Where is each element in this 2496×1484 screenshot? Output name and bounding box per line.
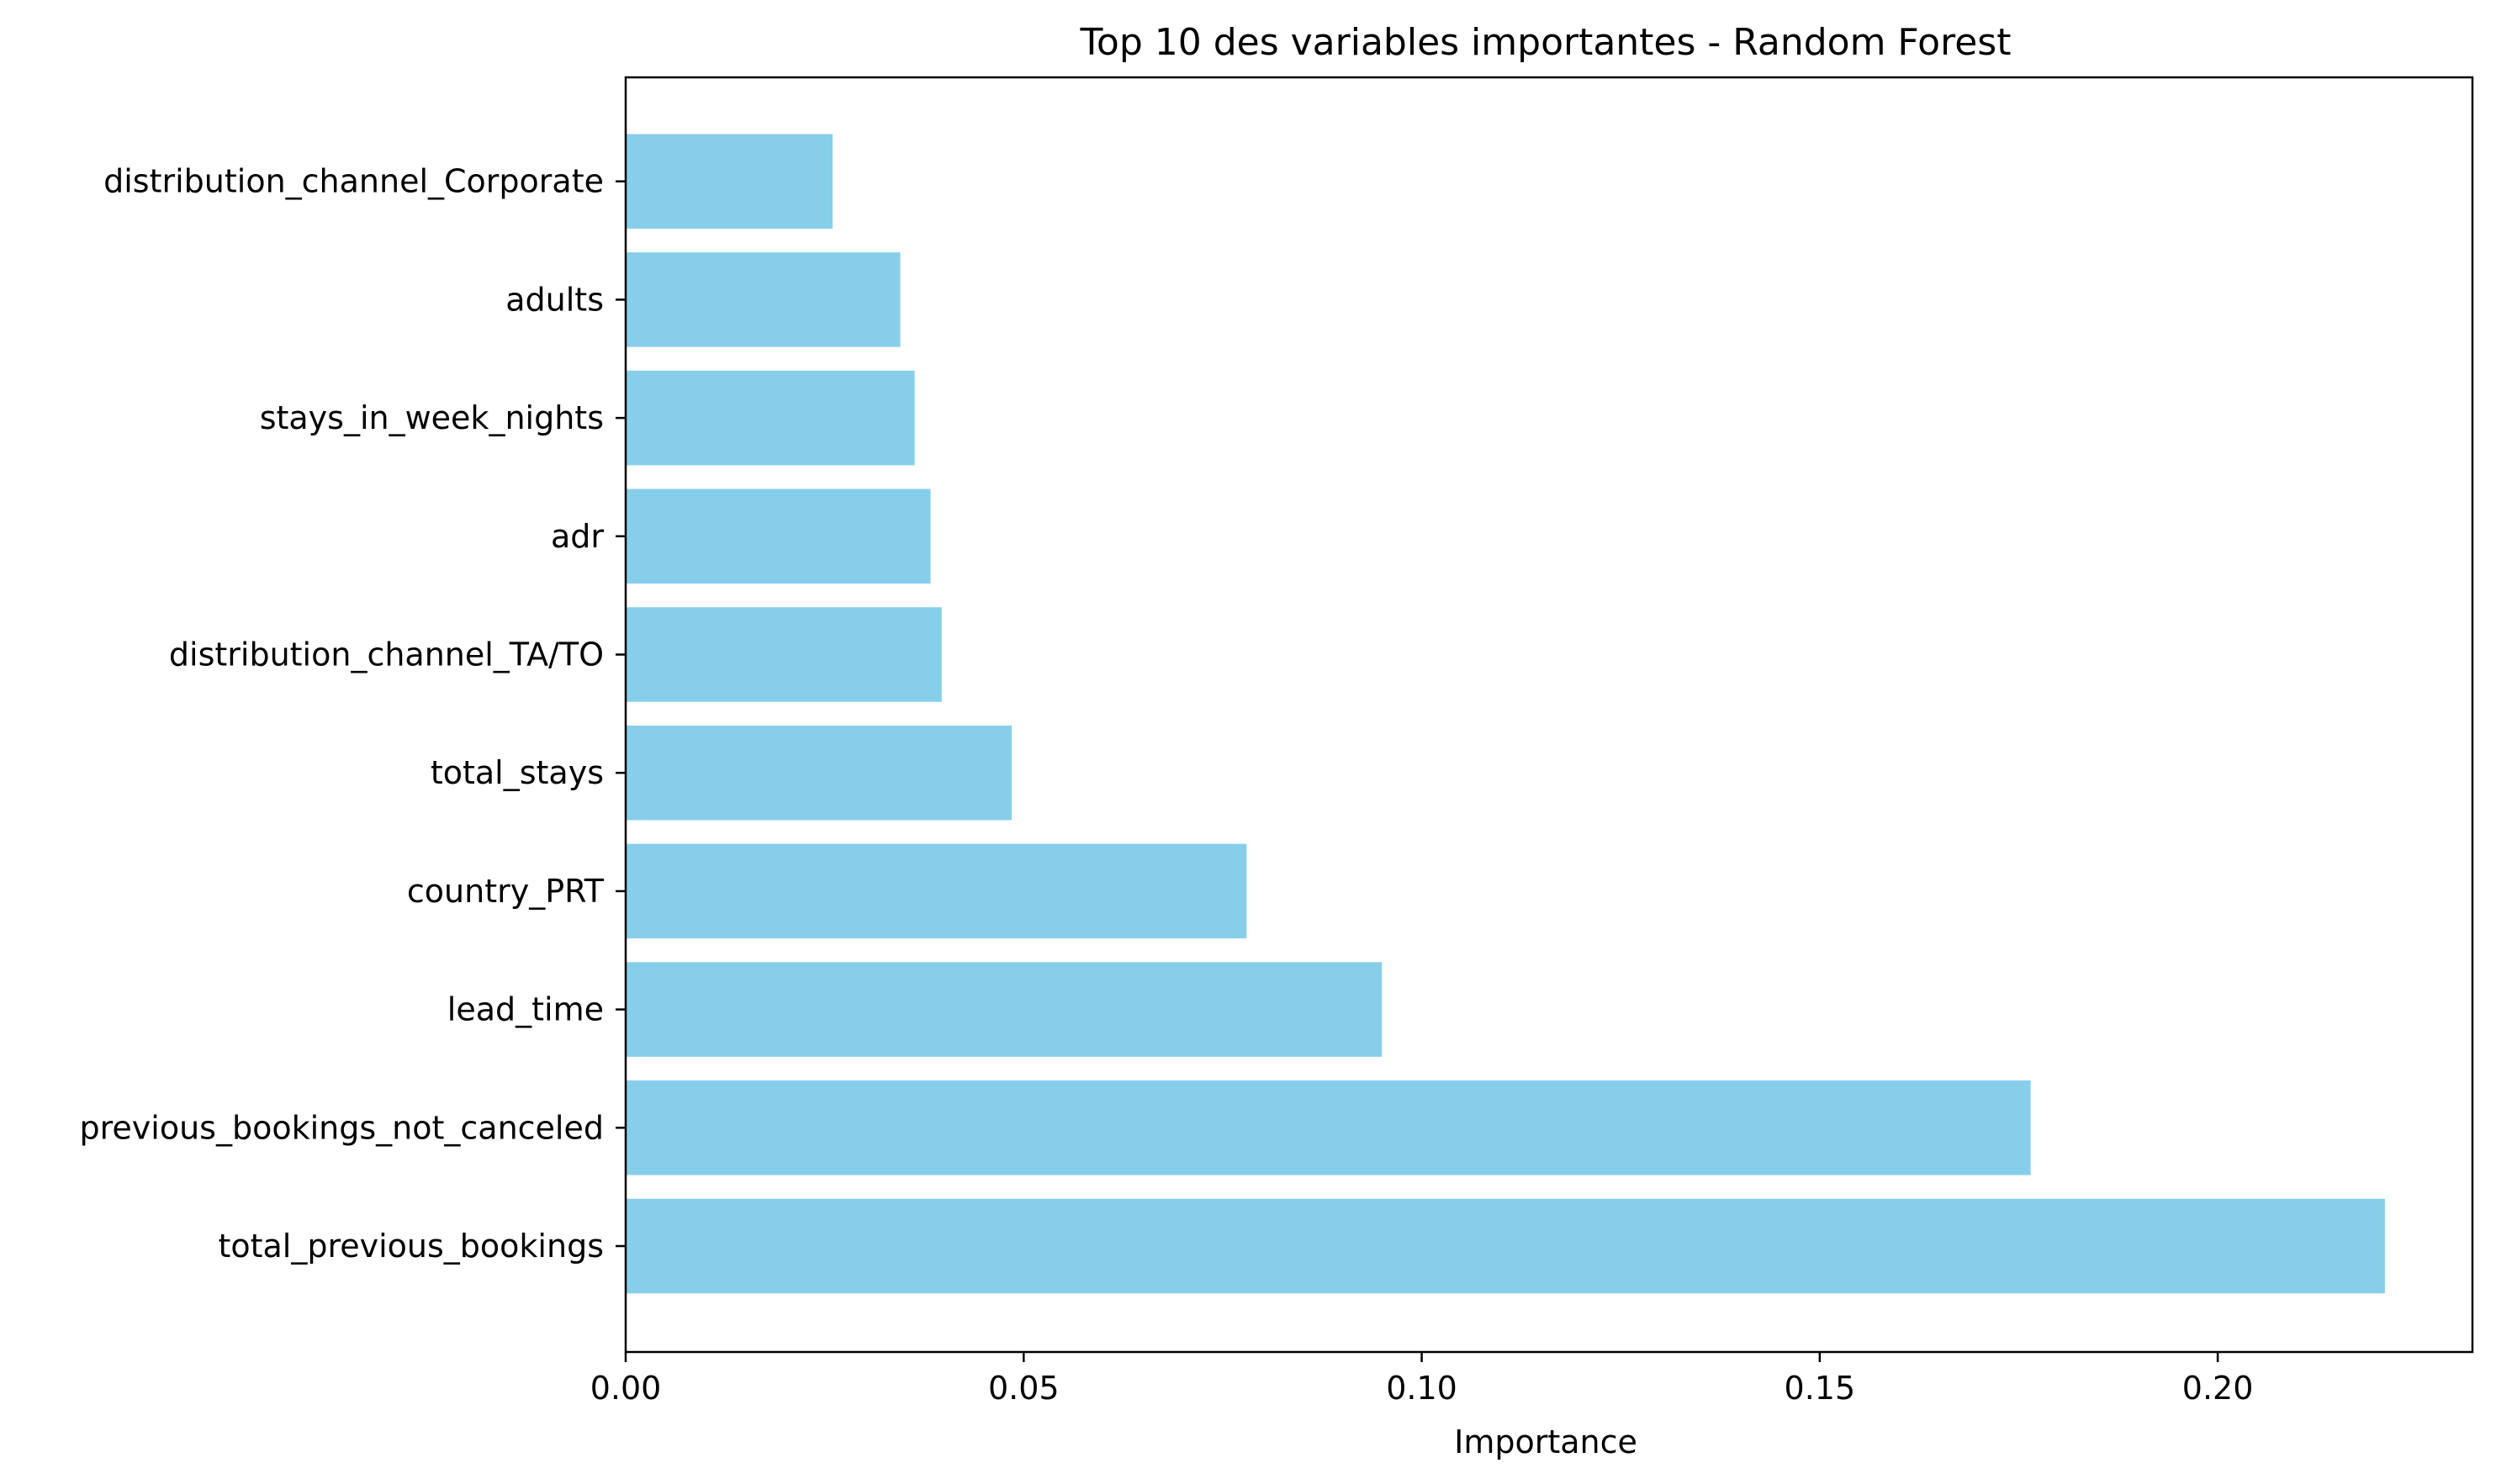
y-tick-label: adr	[551, 518, 604, 555]
y-tick-label: total_stays	[431, 754, 604, 791]
y-tick-label: distribution_channel_TA/TO	[169, 636, 604, 673]
x-tick-label: 0.20	[2182, 1370, 2254, 1407]
y-tick-label: lead_time	[447, 991, 604, 1028]
bar	[626, 725, 1013, 821]
x-tick-label: 0.15	[1785, 1370, 1856, 1407]
y-tick-label: previous_bookings_not_canceled	[80, 1109, 604, 1146]
y-tick-label: total_previous_bookings	[218, 1228, 604, 1265]
x-tick-label: 0.10	[1386, 1370, 1457, 1407]
chart-title: Top 10 des variables importantes - Rando…	[1080, 21, 2012, 64]
bar	[626, 489, 931, 584]
bar	[626, 843, 1247, 939]
bars-group	[626, 134, 2385, 1294]
bar	[626, 252, 901, 347]
bar	[626, 1080, 2031, 1175]
y-axis-ticks: total_previous_bookings previous_bookings…	[80, 163, 626, 1265]
bar	[626, 962, 1383, 1057]
x-axis-ticks: 0.00 0.05 0.10 0.15 0.20	[590, 1352, 2254, 1407]
plot-frame	[624, 76, 2474, 1354]
bar	[626, 607, 942, 702]
y-tick-label: distribution_channel_Corporate	[103, 163, 604, 200]
y-tick-label: adults	[505, 281, 604, 318]
bar	[626, 370, 915, 466]
x-tick-label: 0.00	[590, 1370, 662, 1407]
plot-area: total_previous_bookings previous_bookings…	[80, 76, 2474, 1407]
x-axis-label: Importance	[1454, 1423, 1637, 1460]
bar	[626, 1198, 2385, 1294]
bar	[626, 134, 833, 229]
x-tick-label: 0.05	[988, 1370, 1060, 1407]
y-tick-label: stays_in_week_nights	[260, 399, 604, 436]
y-tick-label: country_PRT	[407, 873, 605, 910]
